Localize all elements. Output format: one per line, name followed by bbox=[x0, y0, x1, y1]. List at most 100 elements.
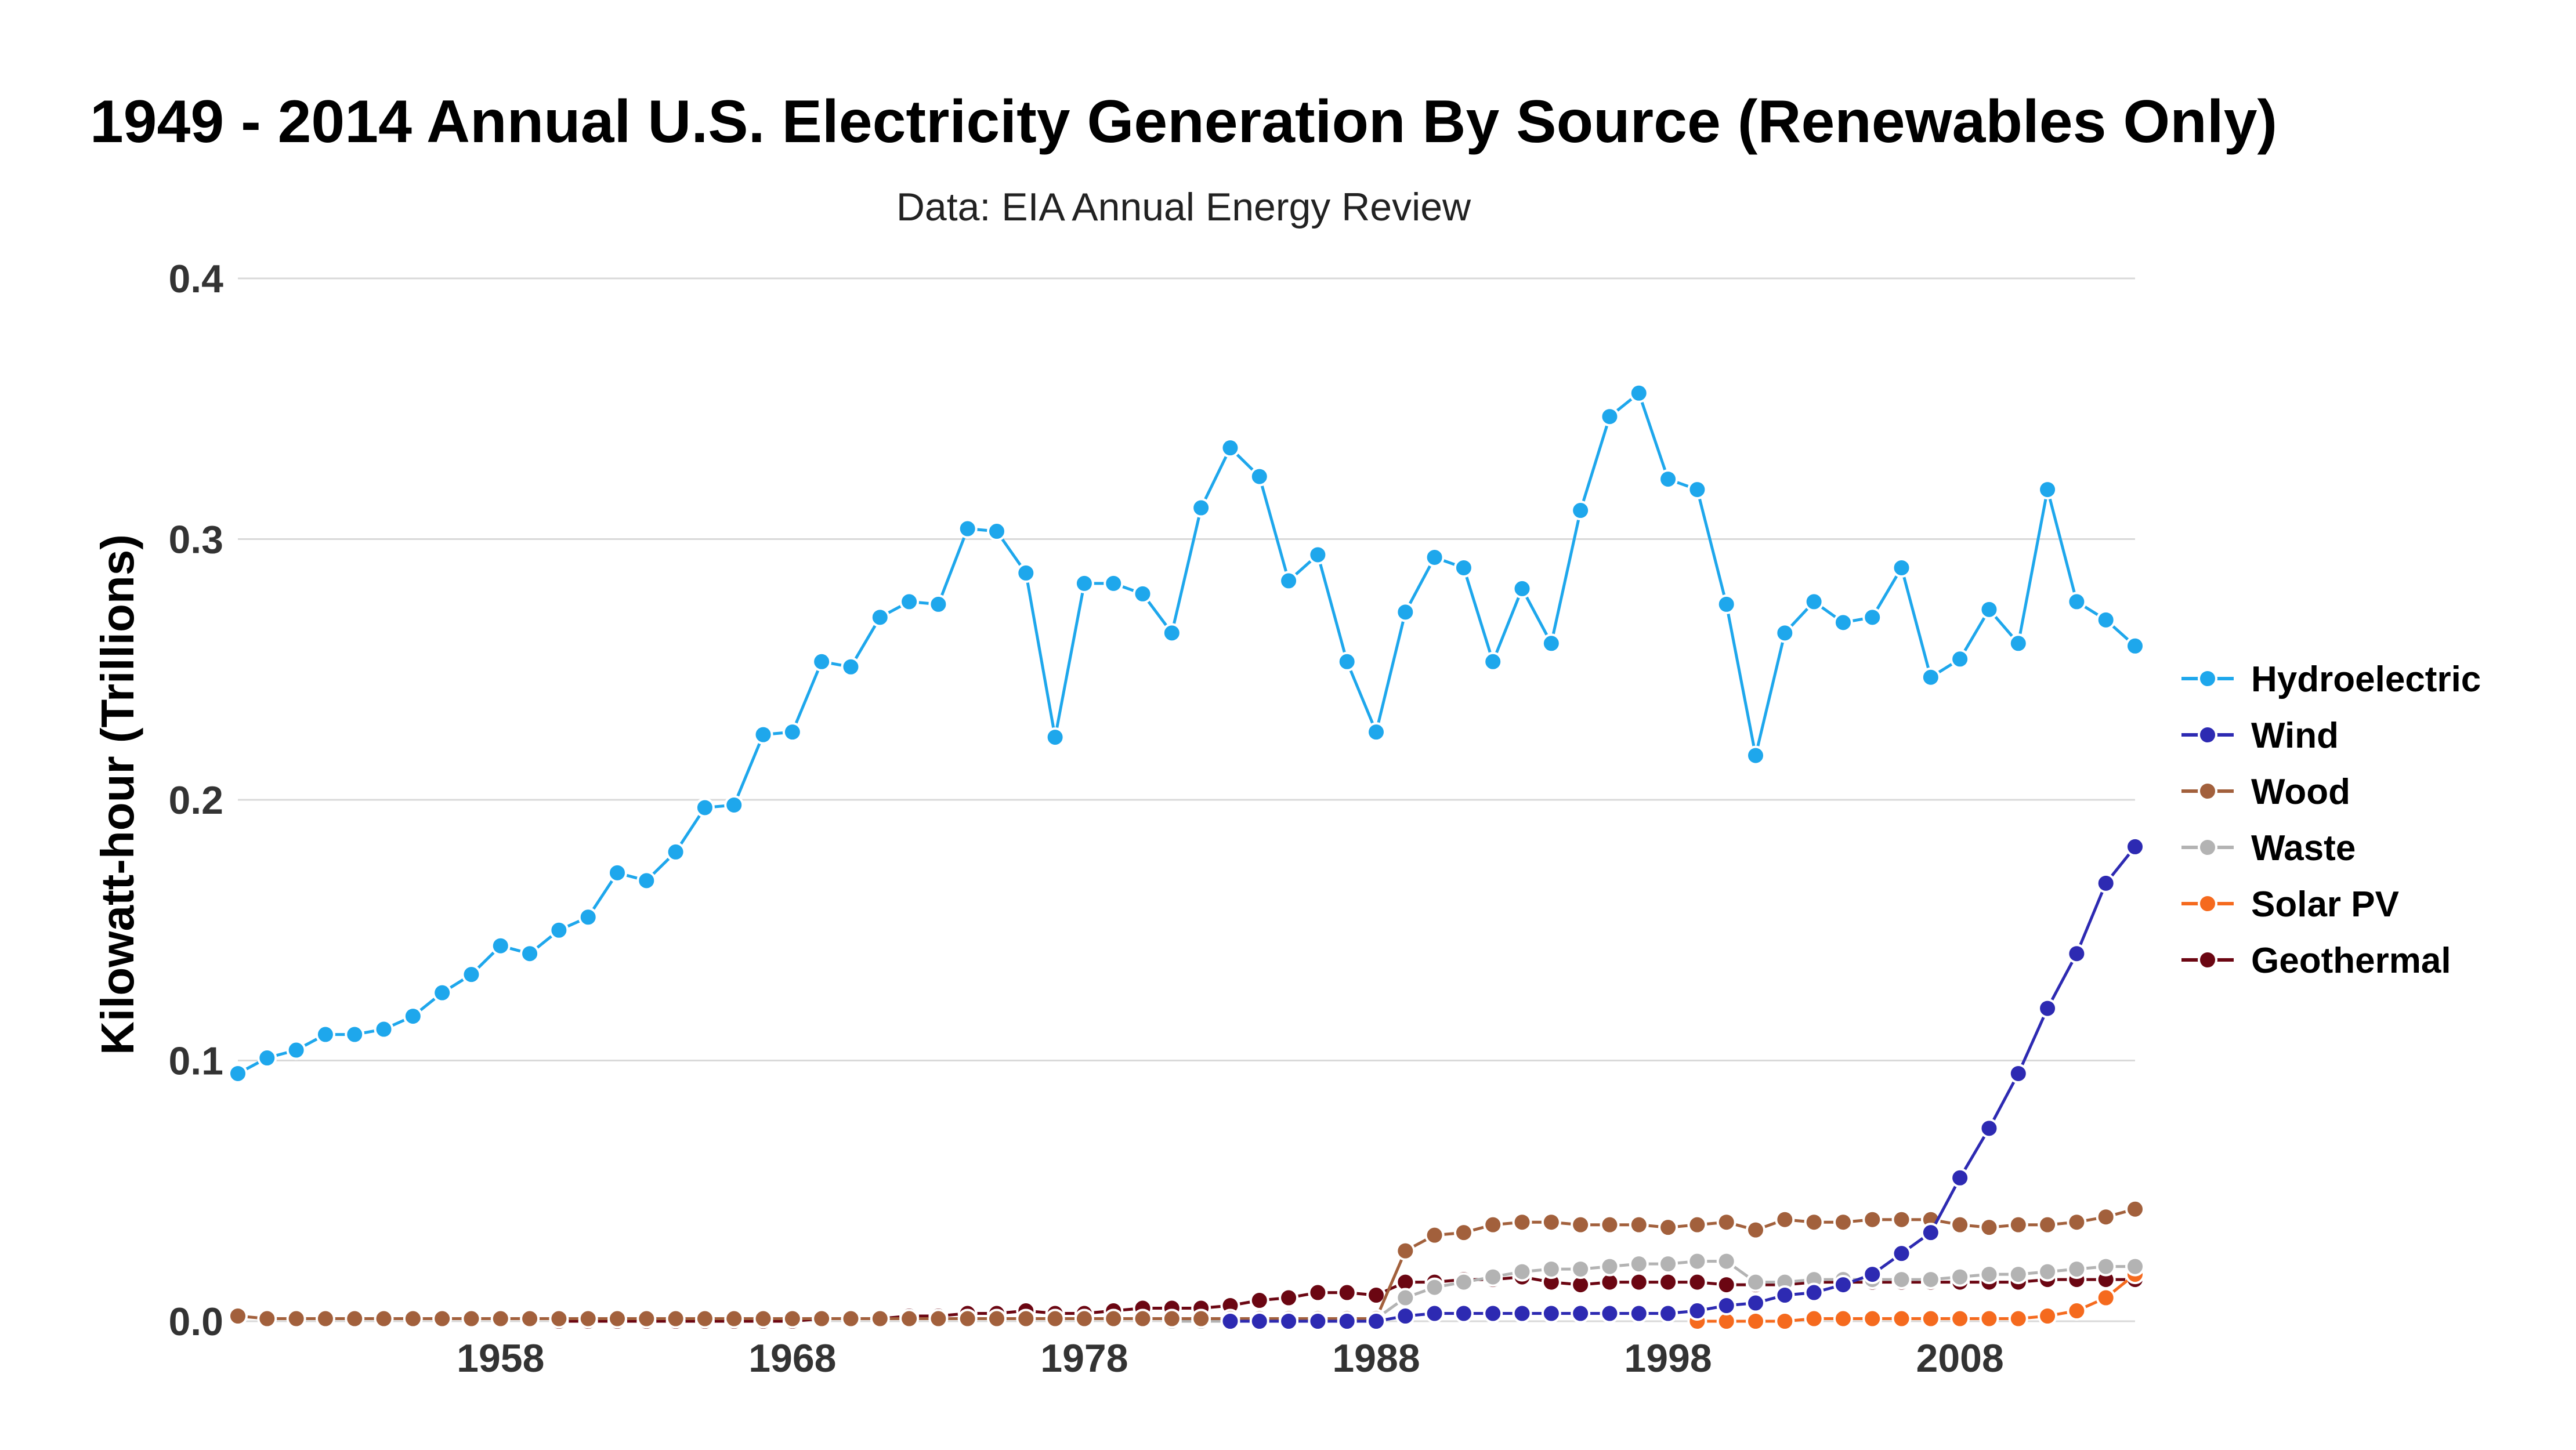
y-tick-label: 0.3 bbox=[168, 518, 223, 562]
data-point bbox=[1658, 1254, 1678, 1274]
data-point bbox=[1308, 1311, 1328, 1331]
data-point bbox=[1716, 1275, 1736, 1295]
data-point bbox=[2067, 1212, 2087, 1232]
data-point bbox=[1833, 1275, 1853, 1295]
data-point bbox=[2038, 1215, 2058, 1235]
data-point bbox=[1716, 1212, 1736, 1232]
data-point bbox=[1950, 1168, 1970, 1188]
data-point bbox=[228, 1306, 248, 1326]
legend-item: Wind bbox=[2181, 716, 2339, 756]
data-point bbox=[665, 1308, 686, 1329]
data-point bbox=[636, 1308, 657, 1329]
data-point bbox=[403, 1006, 423, 1027]
grid bbox=[238, 277, 2135, 1322]
data-point bbox=[2038, 1306, 2058, 1326]
data-point bbox=[607, 862, 627, 883]
data-point bbox=[1804, 1308, 1824, 1329]
data-point bbox=[1716, 594, 1736, 614]
data-point bbox=[1862, 1264, 1883, 1285]
data-point bbox=[1950, 1215, 1970, 1235]
data-point bbox=[578, 1308, 598, 1329]
data-point bbox=[1891, 1244, 1912, 1264]
x-tick-label: 1958 bbox=[457, 1336, 544, 1380]
legend-item: Geothermal bbox=[2181, 941, 2451, 981]
data-point bbox=[1804, 1282, 1824, 1303]
data-point bbox=[899, 592, 920, 612]
y-tick-label: 0.4 bbox=[168, 257, 223, 301]
data-point bbox=[286, 1040, 306, 1060]
data-point bbox=[694, 1308, 715, 1329]
data-point bbox=[2096, 873, 2116, 893]
x-tick-label: 2008 bbox=[1916, 1336, 2004, 1380]
data-point bbox=[899, 1308, 920, 1329]
data-point bbox=[870, 1308, 890, 1329]
data-point bbox=[1746, 1311, 1765, 1331]
y-tick-label: 0.2 bbox=[168, 778, 223, 822]
data-point bbox=[1249, 1311, 1269, 1331]
data-point bbox=[1600, 1215, 1620, 1235]
data-point bbox=[1979, 599, 1999, 619]
data-point bbox=[2067, 944, 2087, 964]
data-point bbox=[2008, 1215, 2028, 1235]
data-point bbox=[2096, 610, 2116, 630]
data-point bbox=[1541, 1212, 1561, 1232]
legend-label: Hydroelectric bbox=[2251, 659, 2481, 699]
y-tick-label: 0.1 bbox=[168, 1039, 223, 1083]
legend-marker bbox=[2198, 838, 2217, 857]
series-line bbox=[237, 392, 2136, 1075]
data-point bbox=[1337, 1311, 1357, 1331]
data-point bbox=[1395, 1288, 1416, 1308]
data-point bbox=[1716, 1296, 1736, 1316]
data-point bbox=[1279, 1288, 1299, 1308]
data-point bbox=[1979, 1118, 1999, 1139]
legend-marker bbox=[2198, 781, 2217, 801]
data-point bbox=[1453, 1272, 1474, 1292]
x-tick-label: 1978 bbox=[1040, 1336, 1128, 1380]
data-point bbox=[1833, 1212, 1853, 1232]
data-point bbox=[1862, 1209, 1883, 1230]
data-point bbox=[1366, 1311, 1386, 1331]
data-point bbox=[782, 722, 802, 742]
legend-label: Waste bbox=[2251, 828, 2356, 868]
data-point bbox=[753, 724, 773, 745]
data-point bbox=[957, 519, 978, 539]
data-point bbox=[461, 1308, 482, 1329]
data-point bbox=[1483, 1267, 1503, 1287]
legend-item: Solar PV bbox=[2181, 884, 2399, 925]
data-point bbox=[549, 1308, 569, 1329]
data-point bbox=[1074, 1308, 1094, 1329]
data-point bbox=[1862, 607, 1883, 628]
data-point bbox=[2125, 1256, 2145, 1277]
data-point bbox=[1133, 1308, 1153, 1329]
legend-label: Solar PV bbox=[2251, 884, 2399, 925]
data-point bbox=[987, 521, 1007, 542]
data-point bbox=[1979, 1308, 1999, 1329]
data-point bbox=[1483, 651, 1503, 672]
data-point bbox=[1016, 1308, 1036, 1329]
data-point bbox=[1366, 722, 1386, 742]
data-point bbox=[1162, 623, 1182, 643]
data-point bbox=[1016, 563, 1036, 583]
data-point bbox=[1804, 1212, 1824, 1232]
data-point bbox=[1950, 649, 1970, 669]
data-point bbox=[782, 1308, 802, 1329]
data-point bbox=[228, 1063, 248, 1083]
data-point bbox=[1279, 571, 1299, 591]
data-point bbox=[461, 965, 482, 985]
data-point bbox=[2067, 1259, 2087, 1279]
data-point bbox=[1979, 1264, 1999, 1285]
data-point bbox=[1804, 592, 1824, 612]
data-point bbox=[1833, 612, 1853, 633]
data-point bbox=[1891, 1209, 1912, 1230]
data-point bbox=[1424, 1277, 1445, 1297]
data-point bbox=[1600, 407, 1620, 427]
data-point bbox=[928, 594, 949, 614]
data-point bbox=[1453, 1303, 1474, 1324]
data-point bbox=[2096, 1207, 2116, 1227]
data-point bbox=[345, 1308, 365, 1329]
series-line bbox=[1697, 1273, 2136, 1323]
data-point bbox=[2125, 636, 2145, 656]
data-point bbox=[257, 1048, 277, 1068]
data-point bbox=[1571, 501, 1591, 521]
